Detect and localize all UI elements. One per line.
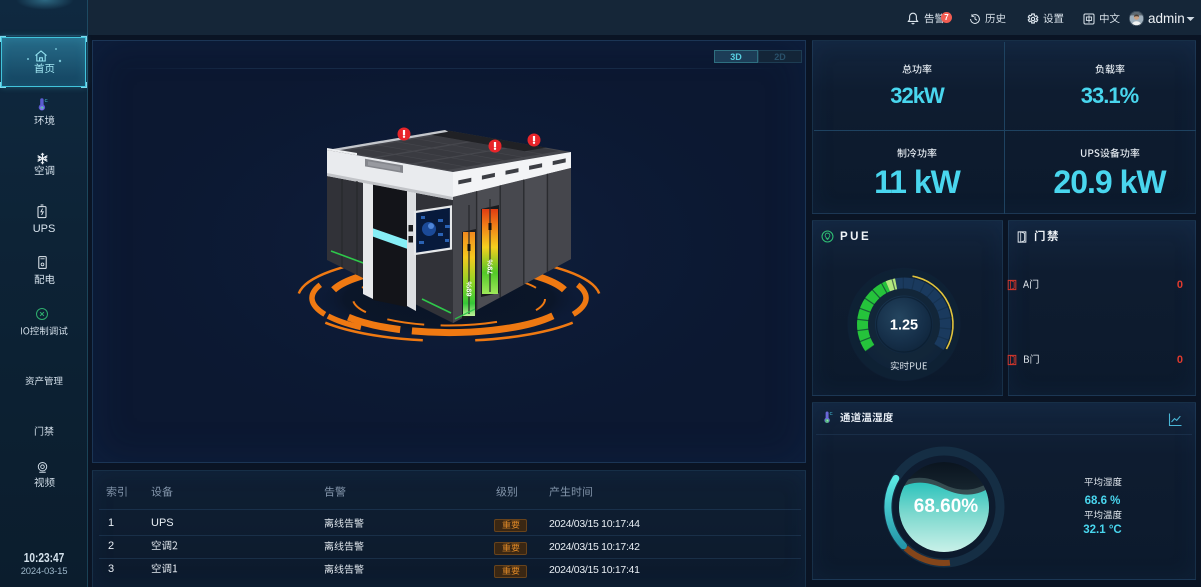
svg-text:79%: 79% (486, 259, 495, 274)
svg-text:C: C (830, 411, 833, 416)
svg-text:69%: 69% (465, 281, 474, 296)
svg-text:68.60%: 68.60% (914, 496, 979, 517)
svg-text:1.25: 1.25 (890, 318, 918, 334)
svg-text:C: C (45, 98, 48, 103)
